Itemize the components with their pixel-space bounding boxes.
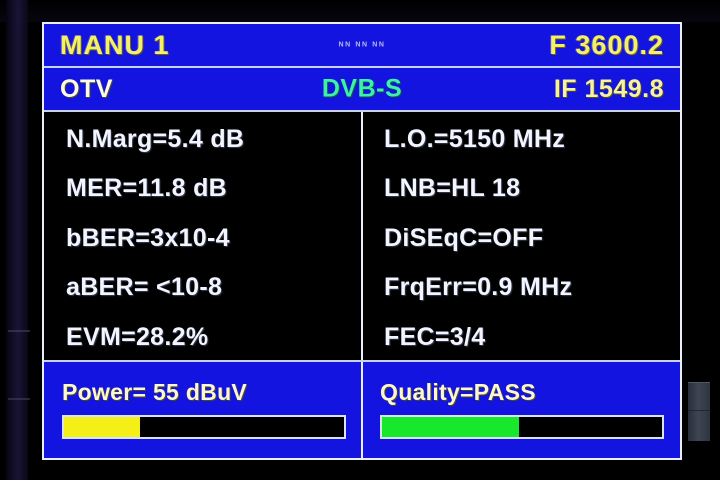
- bezel-top-shadow: [0, 0, 720, 22]
- metric-noise-margin: N.Marg=5.4 dB: [66, 125, 245, 153]
- gauges-divider-vertical: [361, 362, 363, 458]
- device-side-button-seam: [688, 410, 710, 411]
- standard-label: DVB-S: [321, 74, 403, 103]
- metric-aber: aBER= <10-8: [66, 273, 223, 302]
- metric-lnb: LNB=HL 18: [384, 174, 521, 203]
- quality-gauge-fill: [382, 417, 520, 437]
- if-readout: IF 1549.8: [553, 74, 664, 103]
- frequency-readout: F 3600.2: [549, 29, 664, 60]
- header-micro-text: NN NN NN: [338, 41, 386, 49]
- power-label: Power= 55 dBuV: [62, 379, 248, 405]
- bezel-seam-upper: [8, 330, 30, 332]
- gauges-panel: Power= 55 dBuV Quality=PASS: [44, 362, 680, 458]
- measurements-column-left: N.Marg=5.4 dB MER=11.8 dB bBER=3x10-4 aB…: [44, 112, 362, 360]
- measurements-panel: N.Marg=5.4 dB MER=11.8 dB bBER=3x10-4 aB…: [44, 110, 680, 362]
- source-label: OTV: [60, 74, 113, 103]
- metric-evm: EVM=28.2%: [66, 322, 209, 351]
- device-side-button[interactable]: [688, 382, 710, 441]
- quality-gauge-track: [380, 415, 664, 439]
- bezel-seam-lower: [8, 398, 30, 400]
- power-gauge-group: Power= 55 dBuV: [44, 362, 362, 458]
- metric-mer: MER=11.8 dB: [66, 174, 228, 203]
- power-gauge-fill: [64, 417, 140, 437]
- subheader-bar: OTV DVB-S IF 1549.8: [44, 68, 680, 110]
- metric-bber: bBER=3x10-4: [66, 223, 230, 252]
- meter-lcd-screen: MANU 1 NN NN NN F 3600.2 OTV DVB-S IF 15…: [42, 22, 682, 460]
- panel-divider-vertical: [361, 112, 363, 360]
- bezel-left-edge: [6, 0, 28, 480]
- metric-diseqc: DiSEqC=OFF: [384, 223, 544, 252]
- metric-frequency-error: FrqErr=0.9 MHz: [384, 273, 573, 302]
- quality-gauge-group: Quality=PASS: [362, 362, 680, 458]
- quality-label: Quality=PASS: [380, 379, 536, 405]
- metric-local-oscillator: L.O.=5150 MHz: [384, 125, 566, 153]
- channel-label: MANU 1: [60, 29, 170, 60]
- measurements-column-right: L.O.=5150 MHz LNB=HL 18 DiSEqC=OFF FrqEr…: [362, 112, 680, 360]
- header-bar: MANU 1 NN NN NN F 3600.2: [44, 24, 680, 68]
- metric-fec: FEC=3/4: [384, 322, 486, 351]
- power-gauge-track: [62, 415, 346, 439]
